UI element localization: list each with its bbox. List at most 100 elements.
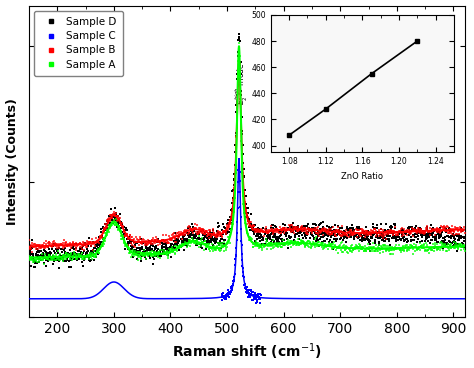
Point	[171, 241, 179, 247]
Point	[176, 232, 184, 238]
Point	[45, 254, 53, 259]
Point	[109, 212, 117, 218]
Point	[303, 229, 311, 234]
Point	[231, 262, 239, 268]
Point	[395, 245, 403, 251]
Point	[418, 229, 426, 235]
Point	[341, 231, 348, 237]
Point	[167, 244, 175, 250]
Point	[137, 258, 145, 264]
Point	[180, 241, 187, 247]
Point	[216, 229, 223, 235]
Point	[384, 246, 392, 252]
Point	[440, 235, 447, 241]
Point	[238, 170, 246, 176]
Point	[387, 230, 395, 236]
Point	[207, 245, 214, 251]
Point	[362, 232, 370, 238]
Point	[98, 243, 105, 249]
Point	[439, 241, 447, 247]
Point	[85, 255, 92, 261]
Point	[430, 234, 438, 240]
Point	[441, 242, 449, 248]
Point	[39, 243, 46, 249]
Point	[324, 233, 332, 239]
Point	[90, 253, 97, 259]
Point	[91, 255, 98, 261]
Point	[233, 219, 241, 225]
Point	[128, 243, 136, 249]
Point	[111, 211, 119, 217]
Point	[273, 226, 281, 232]
Point	[145, 238, 153, 244]
Point	[83, 251, 91, 257]
Point	[51, 241, 59, 247]
Point	[38, 256, 46, 262]
Point	[441, 241, 448, 247]
Point	[344, 226, 351, 232]
Point	[417, 226, 425, 231]
Point	[278, 230, 285, 236]
Point	[61, 243, 68, 249]
Point	[267, 223, 275, 229]
Point	[116, 223, 123, 229]
Point	[188, 233, 195, 238]
Point	[290, 224, 298, 230]
Point	[342, 234, 349, 240]
Point	[390, 246, 398, 252]
Point	[408, 225, 416, 231]
Point	[53, 254, 60, 260]
Point	[137, 250, 145, 256]
Point	[371, 240, 379, 246]
Point	[341, 229, 349, 235]
Point	[409, 237, 417, 243]
Point	[138, 244, 146, 250]
Point	[234, 205, 241, 211]
Point	[449, 231, 456, 237]
Point	[35, 248, 42, 254]
Point	[354, 225, 361, 231]
Point	[309, 225, 316, 231]
Point	[392, 246, 400, 252]
Point	[129, 237, 137, 243]
Point	[213, 236, 221, 242]
Point	[128, 246, 136, 252]
Point	[456, 241, 464, 247]
Point	[417, 243, 425, 249]
Point	[119, 233, 127, 239]
Point	[198, 242, 205, 248]
Point	[135, 239, 143, 245]
Point	[372, 234, 380, 240]
Point	[365, 233, 372, 238]
Point	[197, 240, 204, 245]
Point	[366, 248, 374, 254]
Point	[359, 245, 367, 251]
Point	[56, 254, 64, 260]
Point	[247, 292, 255, 298]
Point	[375, 245, 383, 251]
Point	[460, 227, 468, 233]
Point	[186, 234, 193, 240]
Point	[114, 215, 121, 220]
Point	[382, 229, 389, 235]
Point	[35, 253, 42, 259]
Point	[86, 240, 94, 245]
Point	[352, 226, 360, 232]
Point	[145, 238, 153, 244]
Point	[364, 230, 372, 236]
Point	[181, 242, 189, 248]
Point	[275, 239, 283, 245]
Point	[425, 250, 433, 255]
Point	[235, 66, 242, 72]
Point	[322, 227, 329, 233]
Point	[150, 254, 157, 260]
Point	[346, 226, 354, 231]
Point	[268, 237, 276, 243]
Point	[232, 253, 239, 259]
Point	[153, 253, 160, 259]
Point	[371, 237, 378, 243]
Point	[162, 241, 169, 247]
Point	[219, 230, 227, 236]
Point	[120, 240, 128, 246]
Point	[210, 244, 218, 250]
